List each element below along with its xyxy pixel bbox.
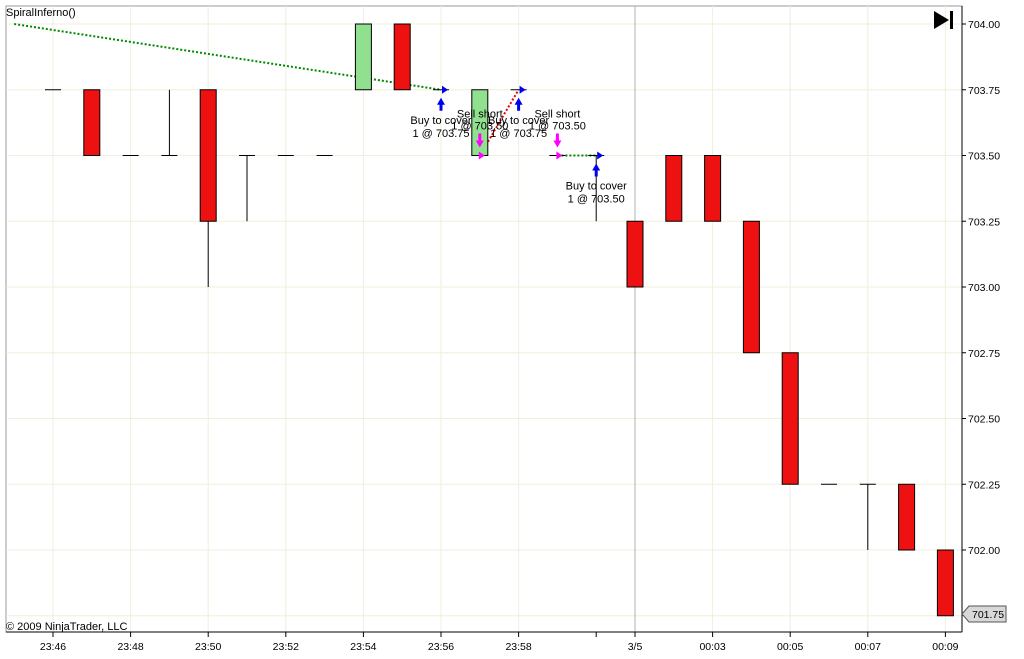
candle [898, 483, 916, 551]
exit-arrow-shaft [594, 169, 598, 177]
entry-tick [556, 151, 563, 160]
candle [936, 549, 954, 617]
y-tick-label: 702.25 [968, 479, 1000, 491]
exit-arrow-shaft [439, 103, 443, 111]
entry-arrow-icon [553, 140, 562, 148]
candle-body [665, 155, 683, 222]
last-price-value: 701.75 [972, 609, 1004, 621]
candle-body [704, 155, 722, 222]
exit-tick [519, 85, 526, 94]
candle [859, 483, 876, 550]
candle [239, 155, 255, 222]
x-tick-label: 3/5 [628, 641, 643, 653]
candle-body [393, 23, 411, 91]
x-tick-label: 23:50 [195, 641, 221, 653]
x-axis: 23:46 23:48 23:50 23:52 23:54 23:56 23:58 3/5 00… [6, 631, 962, 653]
entry-price-label: 1 @ 703.50 [451, 121, 508, 133]
entry-label: Sell short [534, 109, 580, 121]
candle-body [936, 549, 954, 617]
x-tick-label: 23:52 [273, 641, 299, 653]
candle-body [742, 220, 760, 354]
y-tick-label: 703.50 [968, 151, 1000, 163]
exit-price-label: 1 @ 703.75 [490, 128, 547, 140]
x-tick-label: 23:48 [117, 641, 143, 653]
candle [393, 23, 411, 91]
exit-price-label: 1 @ 703.50 [568, 194, 625, 206]
exit-tick [442, 85, 448, 94]
entry-arrow-icon [475, 140, 484, 148]
exit-price-label: 1 @ 703.75 [412, 128, 469, 140]
candle [83, 89, 101, 156]
candle-body [898, 483, 916, 551]
exit-arrow-shaft [517, 103, 521, 111]
candle-body [626, 220, 644, 288]
candle [781, 352, 799, 485]
y-tick-label: 702.50 [968, 414, 1000, 426]
entry-label: Sell short [457, 109, 503, 121]
candle-body [354, 23, 372, 91]
exit-arrow-icon [514, 97, 523, 105]
x-tick-label: 00:07 [855, 641, 881, 653]
y-axis: 704.00 703.75 703.50 703.25 703.00 702.75 702.… [961, 6, 1000, 632]
copyright-label: © 2009 NinjaTrader, LLC [6, 621, 127, 633]
candle [161, 89, 178, 156]
entry-arrow-shaft [555, 133, 559, 141]
entry-arrow-shaft [478, 133, 482, 141]
y-tick-label: 704.00 [968, 19, 1000, 31]
candle [199, 89, 217, 287]
exit-arrow-icon [592, 163, 601, 171]
y-tick-label: 702.00 [968, 545, 1000, 557]
x-tick-label: 23:54 [350, 641, 376, 653]
candle [354, 23, 372, 91]
candle [626, 220, 644, 288]
candle-body [199, 89, 217, 222]
candle [704, 155, 722, 222]
y-tick-label: 703.25 [968, 216, 1000, 228]
exit-label: Buy to cover [488, 115, 549, 127]
scroll-to-end-icon[interactable] [934, 11, 953, 29]
exit-label: Buy to cover [566, 181, 627, 193]
x-tick-label: 23:58 [505, 641, 531, 653]
strategy-label: SpiralInferno() [6, 7, 76, 19]
candles [45, 23, 954, 617]
y-tick-label: 702.75 [968, 348, 1000, 360]
grid [6, 6, 962, 632]
exit-arrow-icon [437, 97, 445, 105]
y-tick-label: 703.75 [968, 85, 1000, 97]
x-tick-label: 23:46 [40, 641, 66, 653]
last-price-badge: 701.75 [961, 605, 1007, 623]
exit-tick [597, 151, 604, 160]
x-tick-label: 00:03 [699, 641, 725, 653]
entry-tick [478, 151, 485, 160]
x-tick-label: 00:05 [777, 641, 803, 653]
y-tick-label: 703.00 [968, 282, 1000, 294]
entry-price-label: 1 @ 703.50 [529, 121, 586, 133]
x-tick-label: 00:09 [932, 641, 958, 653]
x-tick-label: 23:56 [428, 641, 454, 653]
candle-body [781, 352, 799, 485]
candle-body [83, 89, 101, 156]
candle [665, 155, 683, 222]
exit-label: Buy to cover [410, 115, 471, 127]
candle [742, 220, 760, 354]
